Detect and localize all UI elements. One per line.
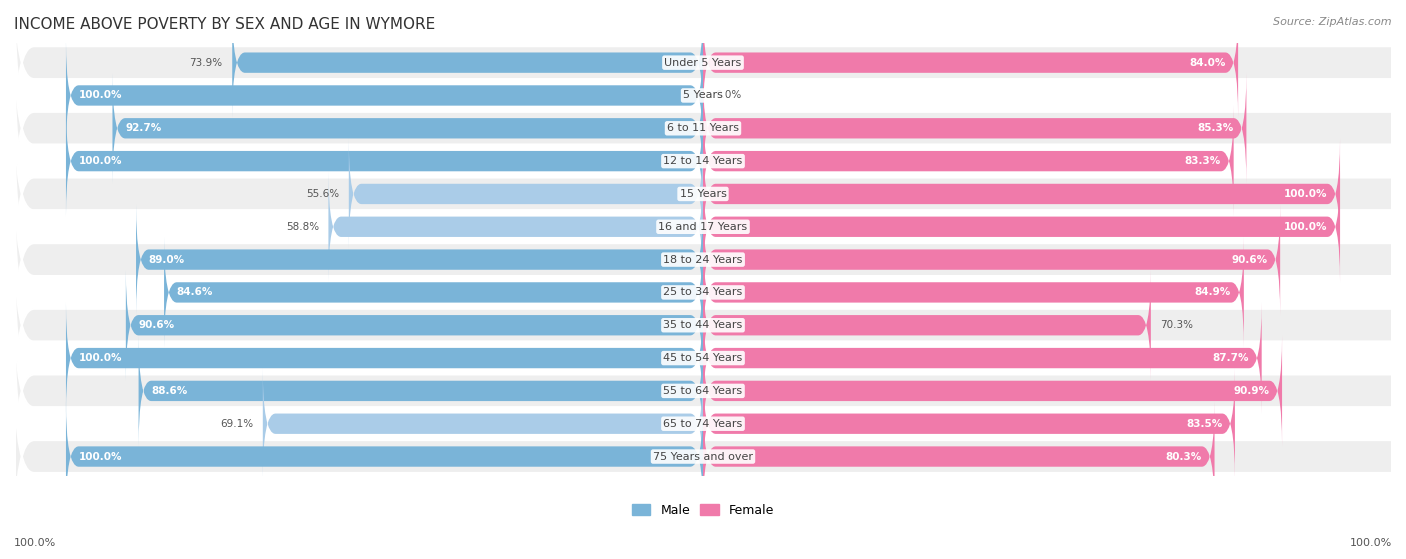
Text: 88.6%: 88.6% bbox=[152, 386, 187, 396]
FancyBboxPatch shape bbox=[232, 7, 703, 118]
Text: 83.3%: 83.3% bbox=[1185, 156, 1220, 166]
Text: Source: ZipAtlas.com: Source: ZipAtlas.com bbox=[1274, 17, 1392, 27]
Text: 55.6%: 55.6% bbox=[307, 189, 339, 199]
Text: 87.7%: 87.7% bbox=[1212, 353, 1249, 363]
Text: 75 Years and over: 75 Years and over bbox=[652, 452, 754, 462]
Text: 73.9%: 73.9% bbox=[190, 58, 222, 68]
FancyBboxPatch shape bbox=[15, 145, 1406, 309]
Text: 100.0%: 100.0% bbox=[79, 156, 122, 166]
Text: 65 to 74 Years: 65 to 74 Years bbox=[664, 419, 742, 429]
FancyBboxPatch shape bbox=[15, 46, 1406, 210]
Text: 6 to 11 Years: 6 to 11 Years bbox=[666, 124, 740, 133]
Text: 45 to 54 Years: 45 to 54 Years bbox=[664, 353, 742, 363]
Text: 100.0%: 100.0% bbox=[79, 91, 122, 101]
FancyBboxPatch shape bbox=[15, 276, 1406, 440]
FancyBboxPatch shape bbox=[139, 335, 703, 447]
Text: 85.3%: 85.3% bbox=[1198, 124, 1233, 133]
Text: 15 Years: 15 Years bbox=[679, 189, 727, 199]
FancyBboxPatch shape bbox=[127, 270, 703, 381]
FancyBboxPatch shape bbox=[703, 106, 1233, 216]
FancyBboxPatch shape bbox=[15, 178, 1406, 342]
Text: 5 Years: 5 Years bbox=[683, 91, 723, 101]
FancyBboxPatch shape bbox=[329, 171, 703, 282]
FancyBboxPatch shape bbox=[15, 309, 1406, 473]
Text: 100.0%: 100.0% bbox=[79, 452, 122, 462]
FancyBboxPatch shape bbox=[15, 13, 1406, 178]
FancyBboxPatch shape bbox=[703, 139, 1340, 249]
FancyBboxPatch shape bbox=[703, 171, 1340, 282]
Text: 55 to 64 Years: 55 to 64 Years bbox=[664, 386, 742, 396]
FancyBboxPatch shape bbox=[66, 40, 703, 151]
FancyBboxPatch shape bbox=[703, 270, 1152, 381]
FancyBboxPatch shape bbox=[165, 237, 703, 348]
Text: 100.0%: 100.0% bbox=[1284, 222, 1327, 232]
FancyBboxPatch shape bbox=[703, 368, 1234, 479]
Text: 69.1%: 69.1% bbox=[221, 419, 253, 429]
FancyBboxPatch shape bbox=[703, 204, 1279, 315]
Text: 92.7%: 92.7% bbox=[125, 124, 162, 133]
Text: 16 and 17 Years: 16 and 17 Years bbox=[658, 222, 748, 232]
Text: 84.9%: 84.9% bbox=[1195, 287, 1232, 297]
FancyBboxPatch shape bbox=[136, 204, 703, 315]
Text: 83.5%: 83.5% bbox=[1185, 419, 1222, 429]
Text: 84.6%: 84.6% bbox=[177, 287, 214, 297]
FancyBboxPatch shape bbox=[15, 342, 1406, 506]
Text: Under 5 Years: Under 5 Years bbox=[665, 58, 741, 68]
FancyBboxPatch shape bbox=[15, 243, 1406, 408]
Text: 90.9%: 90.9% bbox=[1233, 386, 1270, 396]
Legend: Male, Female: Male, Female bbox=[627, 499, 779, 522]
FancyBboxPatch shape bbox=[15, 375, 1406, 539]
FancyBboxPatch shape bbox=[703, 73, 1246, 184]
FancyBboxPatch shape bbox=[703, 401, 1215, 512]
Text: 58.8%: 58.8% bbox=[285, 222, 319, 232]
FancyBboxPatch shape bbox=[703, 7, 1239, 118]
FancyBboxPatch shape bbox=[703, 302, 1261, 414]
Text: 90.6%: 90.6% bbox=[1232, 254, 1267, 264]
Text: 100.0%: 100.0% bbox=[1284, 189, 1327, 199]
FancyBboxPatch shape bbox=[66, 302, 703, 414]
Text: INCOME ABOVE POVERTY BY SEX AND AGE IN WYMORE: INCOME ABOVE POVERTY BY SEX AND AGE IN W… bbox=[14, 17, 436, 32]
Text: 100.0%: 100.0% bbox=[14, 538, 56, 548]
Text: 100.0%: 100.0% bbox=[1350, 538, 1392, 548]
FancyBboxPatch shape bbox=[66, 106, 703, 216]
Text: 12 to 14 Years: 12 to 14 Years bbox=[664, 156, 742, 166]
Text: 80.3%: 80.3% bbox=[1166, 452, 1202, 462]
Text: 25 to 34 Years: 25 to 34 Years bbox=[664, 287, 742, 297]
Text: 90.6%: 90.6% bbox=[139, 320, 174, 330]
Text: 84.0%: 84.0% bbox=[1189, 58, 1226, 68]
FancyBboxPatch shape bbox=[263, 368, 703, 479]
FancyBboxPatch shape bbox=[15, 112, 1406, 276]
Text: 0.0%: 0.0% bbox=[716, 91, 742, 101]
FancyBboxPatch shape bbox=[66, 401, 703, 512]
FancyBboxPatch shape bbox=[703, 237, 1244, 348]
Text: 18 to 24 Years: 18 to 24 Years bbox=[664, 254, 742, 264]
Text: 70.3%: 70.3% bbox=[1160, 320, 1194, 330]
Text: 89.0%: 89.0% bbox=[149, 254, 186, 264]
Text: 100.0%: 100.0% bbox=[79, 353, 122, 363]
FancyBboxPatch shape bbox=[15, 0, 1406, 145]
FancyBboxPatch shape bbox=[112, 73, 703, 184]
FancyBboxPatch shape bbox=[703, 335, 1282, 447]
FancyBboxPatch shape bbox=[15, 210, 1406, 375]
FancyBboxPatch shape bbox=[15, 79, 1406, 243]
Text: 35 to 44 Years: 35 to 44 Years bbox=[664, 320, 742, 330]
FancyBboxPatch shape bbox=[349, 139, 703, 249]
